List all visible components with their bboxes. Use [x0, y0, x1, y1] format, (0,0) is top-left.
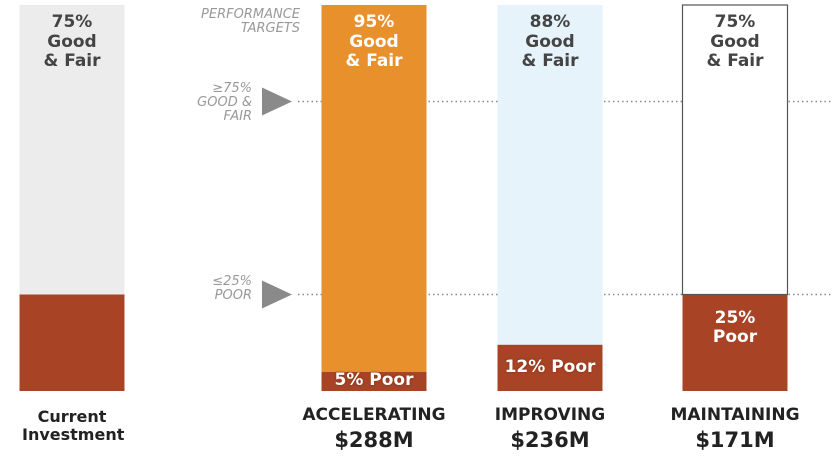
- value-text: 5%: [334, 370, 364, 391]
- category-label: MAINTAINING: [670, 405, 800, 425]
- series-name: Poor: [369, 370, 414, 391]
- series-name: Poor: [712, 327, 758, 348]
- value-label: 12% Poor: [498, 356, 603, 378]
- bar-segment: [19, 5, 125, 295]
- bar-segment: [497, 344, 603, 391]
- value-text: 75%: [51, 12, 93, 32]
- category-label: ACCELERATING: [302, 405, 446, 425]
- value-label: 88% Good & Fair: [498, 12, 603, 72]
- category-label: IMPROVING: [494, 405, 606, 425]
- target-arrow: [262, 87, 292, 116]
- bar-segment: [321, 371, 427, 391]
- target-arrow: [262, 280, 292, 309]
- value-label: 75% Good & Fair: [20, 12, 125, 72]
- funding-label: $171M: [695, 428, 775, 452]
- value-label: 5% Poor: [322, 371, 427, 391]
- value-text: 12%: [504, 356, 546, 377]
- value-text: 25%: [714, 307, 756, 328]
- funding-label: $288M: [334, 428, 414, 452]
- annotation: PERFORMANCE TARGETS: [201, 7, 300, 37]
- bar-segment: [19, 294, 125, 391]
- bar-segment: [497, 5, 603, 345]
- value-text: 88%: [529, 12, 571, 32]
- value-text: 95%: [353, 12, 395, 32]
- bar-segment: [682, 294, 788, 391]
- series-name: Good & Fair: [43, 31, 101, 72]
- funding-label: $236M: [510, 428, 590, 452]
- value-label: 25% Poor: [683, 307, 788, 348]
- series-name: Good & Fair: [345, 31, 403, 72]
- series-name: Good & Fair: [521, 31, 579, 72]
- target-label: ≥75% GOOD & FAIR: [197, 80, 252, 125]
- value-text: 75%: [714, 12, 756, 32]
- category-label: Current Investment: [22, 407, 125, 445]
- value-label: 75% Good & Fair: [683, 12, 788, 72]
- bar-segment: [681, 4, 789, 296]
- series-name: Good & Fair: [706, 31, 764, 72]
- bar-segment: [321, 5, 427, 372]
- value-label: 95% Good & Fair: [322, 12, 427, 72]
- series-name: Poor: [551, 356, 596, 377]
- target-label: ≤25% POOR: [212, 273, 252, 303]
